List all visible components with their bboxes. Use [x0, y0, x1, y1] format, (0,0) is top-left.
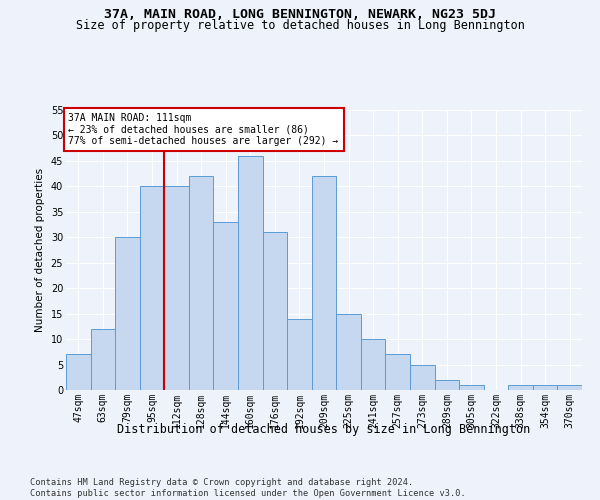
Text: 37A, MAIN ROAD, LONG BENNINGTON, NEWARK, NG23 5DJ: 37A, MAIN ROAD, LONG BENNINGTON, NEWARK,… [104, 8, 496, 20]
Text: Contains HM Land Registry data © Crown copyright and database right 2024.
Contai: Contains HM Land Registry data © Crown c… [30, 478, 466, 498]
Bar [336, 314, 361, 390]
Bar [189, 176, 214, 390]
Bar [508, 385, 533, 390]
Y-axis label: Number of detached properties: Number of detached properties [35, 168, 45, 332]
Bar [66, 354, 91, 390]
Bar [459, 385, 484, 390]
Text: Distribution of detached houses by size in Long Bennington: Distribution of detached houses by size … [118, 422, 530, 436]
Text: 37A MAIN ROAD: 111sqm
← 23% of detached houses are smaller (86)
77% of semi-deta: 37A MAIN ROAD: 111sqm ← 23% of detached … [68, 112, 339, 146]
Bar [287, 318, 312, 390]
Bar [434, 380, 459, 390]
Bar [361, 339, 385, 390]
Bar [238, 156, 263, 390]
Bar [533, 385, 557, 390]
Bar [312, 176, 336, 390]
Bar [410, 364, 434, 390]
Text: Size of property relative to detached houses in Long Bennington: Size of property relative to detached ho… [76, 19, 524, 32]
Bar [164, 186, 189, 390]
Bar [263, 232, 287, 390]
Bar [385, 354, 410, 390]
Bar [214, 222, 238, 390]
Bar [115, 238, 140, 390]
Bar [91, 329, 115, 390]
Bar [140, 186, 164, 390]
Bar [557, 385, 582, 390]
